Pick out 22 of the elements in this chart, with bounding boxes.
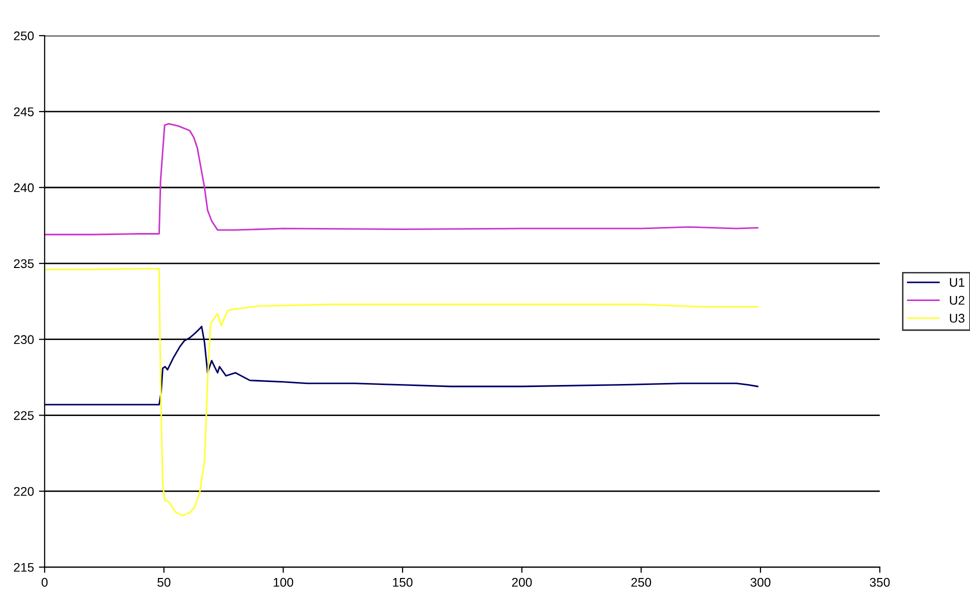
x-tick-label: 50 xyxy=(157,578,170,587)
y-tick-label: 230 xyxy=(14,335,34,344)
legend-label: U3 xyxy=(950,314,964,323)
line-series xyxy=(44,268,758,516)
x-tick-label: 150 xyxy=(393,578,412,587)
y-tick-label: 220 xyxy=(14,487,34,496)
legend-label: U1 xyxy=(950,278,964,287)
y-tick-label: 215 xyxy=(14,562,34,572)
x-tick-label: 250 xyxy=(631,578,652,587)
x-tick-label: 300 xyxy=(750,578,770,587)
line-series xyxy=(44,326,758,406)
x-tick-label: 0 xyxy=(42,578,48,587)
y-tick-label: 240 xyxy=(14,183,34,192)
x-tick-label: 100 xyxy=(274,578,294,587)
y-tick-label: 250 xyxy=(14,31,34,40)
x-tick-label: 350 xyxy=(870,578,890,587)
y-tick-label: 245 xyxy=(14,107,34,116)
y-tick-label: 235 xyxy=(14,259,34,268)
legend-label: U2 xyxy=(950,296,964,305)
y-tick-label: 225 xyxy=(14,411,34,420)
x-tick-label: 200 xyxy=(512,578,532,587)
line-series xyxy=(44,122,758,236)
